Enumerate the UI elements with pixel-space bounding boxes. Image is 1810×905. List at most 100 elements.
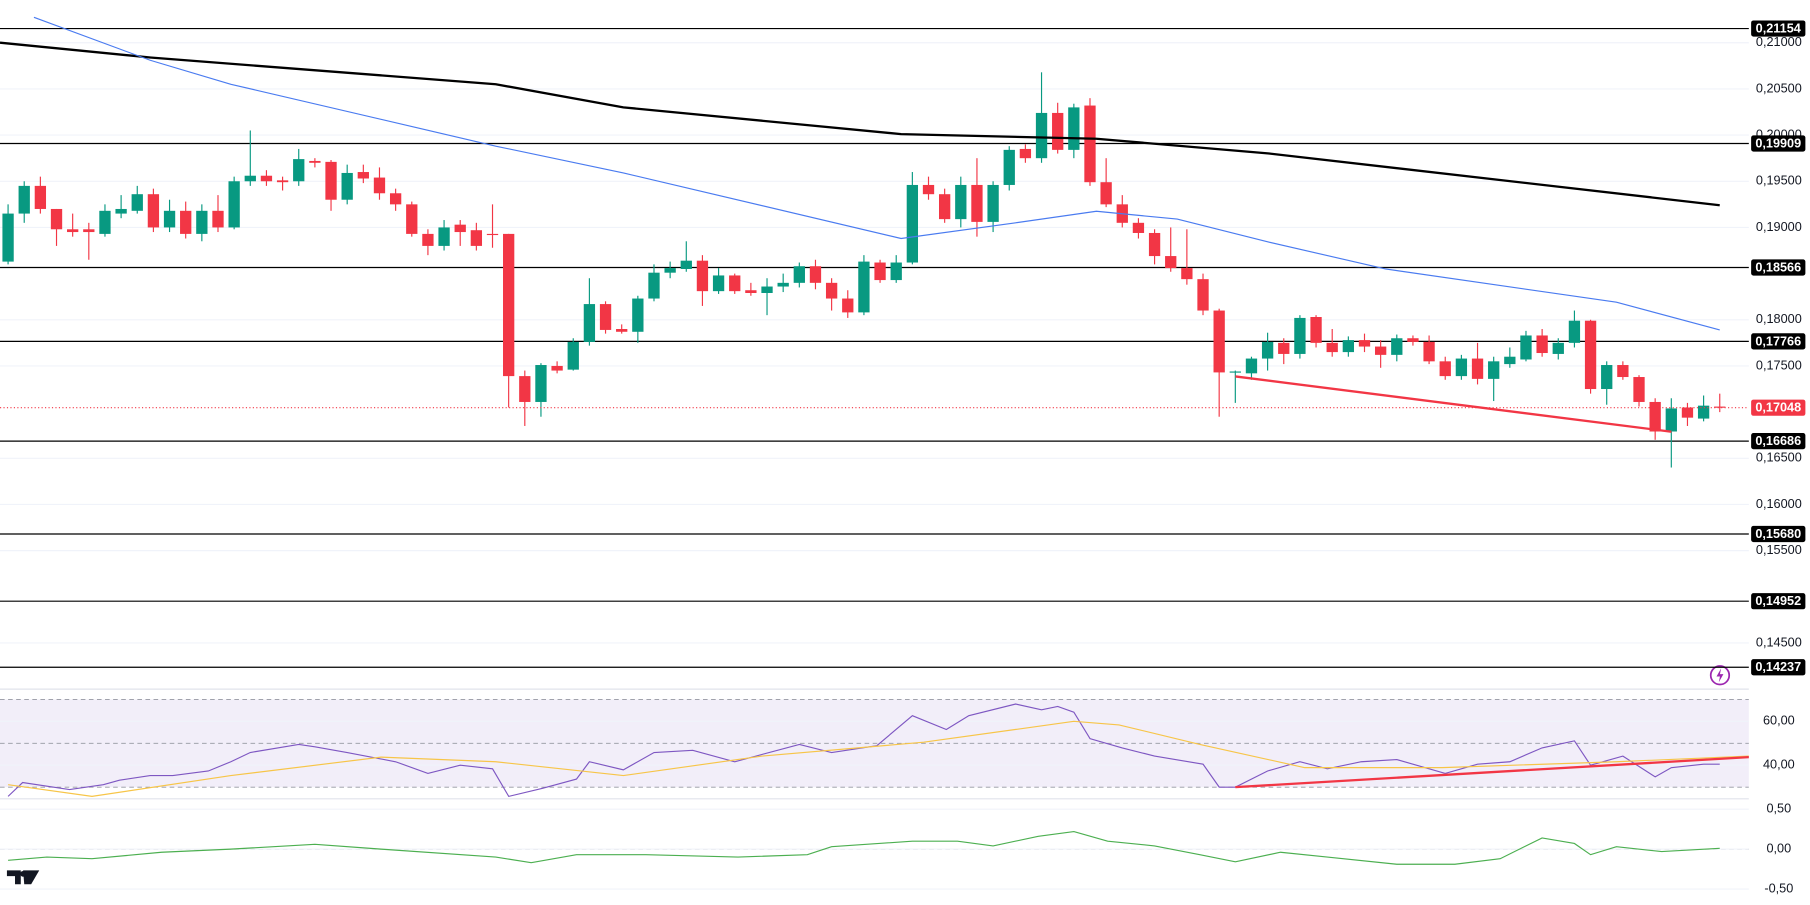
candle-body: [196, 210, 208, 234]
candle-body: [18, 185, 30, 214]
y-tick-label: -0,50: [1764, 881, 1793, 895]
level-label-box: [1751, 525, 1806, 543]
candle-body: [99, 210, 111, 234]
candle-body: [1035, 112, 1048, 159]
level-label: 0,21154: [1756, 21, 1801, 35]
candle-body: [1423, 341, 1435, 362]
candle-body: [438, 227, 450, 246]
y-tick-label: 0,50: [1766, 802, 1791, 816]
candle-body: [680, 260, 692, 269]
candle-body: [939, 194, 951, 220]
candle-body: [115, 208, 127, 214]
candle-body: [325, 161, 337, 200]
candle-body: [696, 260, 709, 292]
indicator-line: [0, 41, 1720, 207]
indicator-line: [1235, 375, 1672, 433]
candle-body: [131, 194, 143, 211]
candle-body: [1391, 338, 1403, 355]
y-tick-label: 0,14500: [1756, 635, 1802, 649]
candle-body: [180, 210, 192, 234]
candle-body: [1326, 342, 1338, 353]
level-label-box: [1751, 333, 1806, 350]
level-label-box: [1751, 135, 1806, 152]
y-tick-label: 40,00: [1763, 758, 1795, 772]
candle-body: [712, 275, 725, 292]
candle-body: [1471, 358, 1484, 379]
candle-body: [1504, 356, 1516, 365]
candle-body: [793, 266, 805, 283]
candle-body: [971, 184, 983, 222]
candle-body: [551, 365, 563, 371]
candle-body: [777, 282, 789, 287]
last-price-box: [1751, 399, 1806, 416]
candle-body: [503, 233, 515, 377]
candle-body: [486, 233, 499, 236]
candle-body: [212, 210, 224, 228]
indicator-line: [1235, 755, 1749, 789]
alert-icon[interactable]: [1709, 665, 1731, 686]
candle-body: [1294, 317, 1306, 354]
y-tick-label: 0,00: [1766, 841, 1791, 855]
tradingview-logo: [6, 870, 40, 885]
candle-body: [1148, 232, 1161, 257]
candle-body: [1245, 358, 1258, 374]
candle-body: [842, 298, 854, 313]
candle-body: [616, 329, 628, 332]
candle-body: [809, 266, 822, 283]
candle-body: [906, 184, 919, 263]
candle-body: [1617, 365, 1629, 378]
candle-body: [1714, 406, 1726, 408]
level-label: 0,17766: [1755, 334, 1801, 348]
candle-body: [955, 184, 967, 220]
level-label: 0,16686: [1755, 434, 1801, 448]
candle-body: [357, 172, 369, 179]
candle-body: [1374, 346, 1387, 355]
candle-body: [1229, 371, 1241, 373]
level-label: 0,14952: [1755, 594, 1801, 608]
candle-body: [1584, 320, 1597, 390]
candle-body: [83, 229, 95, 233]
level-label-box: [1751, 433, 1806, 450]
candle-body: [745, 290, 757, 293]
candle-body: [341, 172, 353, 200]
candle-body: [1181, 268, 1193, 280]
candle-body: [1552, 342, 1564, 354]
candle-body: [922, 184, 935, 195]
y-tick-label: 0,16500: [1756, 451, 1802, 465]
candle-body: [890, 262, 902, 281]
candle-body: [244, 175, 256, 182]
candle-body: [1681, 407, 1694, 418]
candle-body: [147, 194, 160, 228]
candle-body: [1197, 279, 1209, 311]
candle-body: [1520, 335, 1532, 360]
candle-body: [1488, 361, 1500, 379]
level-label: 0,14237: [1755, 660, 1801, 674]
candle-body: [454, 224, 466, 233]
candle-body: [260, 175, 273, 182]
candle-body: [1213, 310, 1225, 373]
y-tick-label: 0,17500: [1756, 358, 1802, 372]
candle-body: [470, 230, 483, 246]
candle-body: [276, 180, 289, 183]
level-label: 0,15680: [1755, 527, 1801, 541]
y-tick-label: 0,19000: [1756, 220, 1802, 234]
y-tick-label: 60,00: [1763, 714, 1795, 728]
candle-body: [1536, 335, 1548, 354]
candle-body: [729, 275, 741, 292]
candle-body: [1697, 405, 1710, 419]
candle-body: [648, 272, 660, 299]
candle-body: [1439, 361, 1451, 377]
candle-body: [1019, 148, 1032, 159]
candle-body: [1003, 149, 1015, 185]
y-tick-label: 0,19500: [1756, 174, 1802, 188]
candle-body: [389, 193, 402, 205]
level-label-box: [1751, 20, 1806, 37]
y-tick-label: 0,16000: [1756, 497, 1802, 511]
candle-body: [1278, 342, 1290, 354]
candle-body: [1165, 256, 1177, 269]
candle-body: [1455, 358, 1468, 377]
candle-body: [664, 268, 676, 273]
candle-body: [1100, 182, 1112, 205]
candle-body: [1310, 317, 1322, 343]
candle-body: [2, 213, 14, 262]
